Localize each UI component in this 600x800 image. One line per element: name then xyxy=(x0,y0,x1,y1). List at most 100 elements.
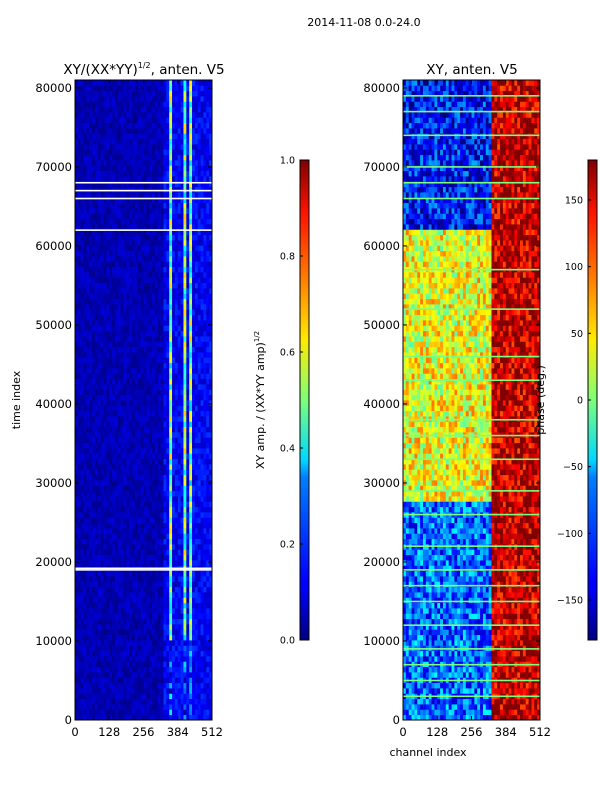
heatmap-cell xyxy=(206,229,210,236)
heatmap-cell xyxy=(183,352,187,358)
heatmap-cell xyxy=(89,640,93,646)
heatmap-cell xyxy=(194,378,199,385)
heatmap-cell xyxy=(83,501,87,508)
heatmap-cell xyxy=(137,218,142,225)
heatmap-cell xyxy=(137,197,142,204)
heatmap-cell xyxy=(157,581,162,588)
heatmap-cell xyxy=(160,272,164,278)
heatmap-cell xyxy=(123,576,127,582)
heatmap-cell xyxy=(200,186,204,193)
heatmap-cell xyxy=(177,186,181,193)
heatmap-cell xyxy=(194,592,199,598)
heatmap-cell xyxy=(126,442,130,449)
heatmap-cell xyxy=(189,394,193,401)
heatmap-cell xyxy=(97,304,102,310)
heatmap-cell xyxy=(94,672,99,678)
heatmap-cell xyxy=(140,240,144,246)
heatmap-cell xyxy=(109,394,113,401)
heatmap-cell xyxy=(152,389,156,396)
heatmap-cell xyxy=(120,170,124,177)
heatmap-cell xyxy=(163,293,167,300)
heatmap-cell xyxy=(89,592,93,598)
heatmap-cell xyxy=(100,597,104,604)
heatmap-cell xyxy=(77,373,82,380)
heatmap-cell xyxy=(80,544,84,550)
heatmap-cell xyxy=(160,469,164,476)
heatmap-cell xyxy=(140,682,144,689)
heatmap-cell xyxy=(129,506,133,513)
heatmap-cell xyxy=(203,394,207,401)
heatmap-cell xyxy=(103,277,107,284)
heatmap-cell xyxy=(129,650,133,657)
heatmap-cell xyxy=(172,325,176,332)
heatmap-cell xyxy=(103,560,107,566)
heatmap-cell xyxy=(89,474,93,481)
heatmap-cell xyxy=(209,224,213,230)
heatmap-cell xyxy=(123,704,127,710)
heatmap-cell xyxy=(166,346,170,353)
heatmap-cell xyxy=(180,282,184,289)
heatmap-cell xyxy=(77,421,82,428)
heatmap-cell xyxy=(180,645,184,652)
heatmap-cell xyxy=(186,245,190,252)
heatmap-cell xyxy=(163,645,167,652)
heatmap-cell xyxy=(180,624,184,630)
heatmap-cell xyxy=(75,197,79,204)
heatmap-cell xyxy=(103,405,107,412)
heatmap-cell xyxy=(166,202,170,209)
heatmap-cell xyxy=(180,298,184,305)
heatmap-cell xyxy=(126,517,130,524)
heatmap-cell xyxy=(180,320,184,326)
heatmap-cell xyxy=(114,512,119,518)
heatmap-cell xyxy=(157,176,162,182)
heatmap-cell xyxy=(137,538,142,545)
heatmap-cell xyxy=(169,208,173,214)
heatmap-cell xyxy=(169,581,173,588)
heatmap-cell xyxy=(77,272,82,278)
heatmap-cell xyxy=(189,560,193,566)
heatmap-cell xyxy=(180,629,184,636)
heatmap-cell xyxy=(100,709,104,716)
heatmap-cell xyxy=(143,378,147,385)
heatmap-cell xyxy=(174,426,179,433)
heatmap-cell xyxy=(163,640,167,646)
heatmap-cell xyxy=(177,389,181,396)
heatmap-cell xyxy=(120,661,124,668)
heatmap-cell xyxy=(109,693,113,700)
heatmap-cell xyxy=(109,666,113,673)
heatmap-cell xyxy=(109,656,113,662)
heatmap-cell xyxy=(166,266,170,273)
heatmap-cell xyxy=(169,282,173,289)
heatmap-cell xyxy=(129,688,133,694)
heatmap-cell xyxy=(114,314,119,321)
heatmap-cell xyxy=(94,528,99,534)
heatmap-cell xyxy=(120,693,124,700)
heatmap-cell xyxy=(149,672,153,678)
heatmap-cell xyxy=(89,496,93,502)
heatmap-cell xyxy=(92,277,96,284)
heatmap-cell xyxy=(112,320,116,326)
heatmap-cell xyxy=(200,357,204,364)
heatmap-cell xyxy=(86,224,90,230)
heatmap-cell xyxy=(89,261,93,268)
heatmap-cell xyxy=(117,325,122,332)
heatmap-cell xyxy=(77,464,82,470)
heatmap-cell xyxy=(166,672,170,678)
heatmap-cell xyxy=(97,186,102,193)
heatmap-cell xyxy=(169,533,173,540)
heatmap-cell xyxy=(89,432,93,438)
heatmap-cell xyxy=(80,245,84,252)
heatmap-cell xyxy=(92,661,96,668)
heatmap-cell xyxy=(140,165,144,172)
heatmap-cell xyxy=(166,277,170,284)
heatmap-cell xyxy=(100,586,104,593)
heatmap-cell xyxy=(77,378,82,385)
heatmap-cell xyxy=(154,597,159,604)
heatmap-cell xyxy=(192,581,196,588)
heatmap-cell xyxy=(100,618,104,625)
heatmap-cell xyxy=(163,357,167,364)
heatmap-cell xyxy=(180,213,184,220)
heatmap-cell xyxy=(177,538,181,545)
heatmap-cell xyxy=(92,336,96,342)
heatmap-cell xyxy=(86,560,90,566)
